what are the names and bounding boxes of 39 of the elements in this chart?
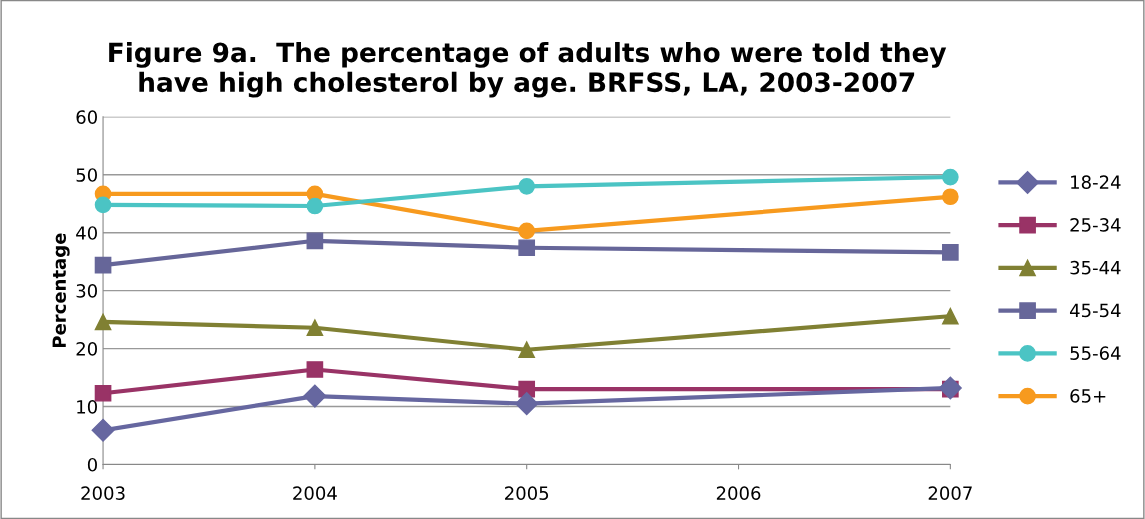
legend-label: 45-54 xyxy=(1069,303,1121,318)
x-tick-label: 2007 xyxy=(928,486,972,501)
y-tick-label: 0 xyxy=(87,457,97,472)
x-tick-label: 2003 xyxy=(81,486,125,501)
y-tick-label: 40 xyxy=(76,226,97,240)
point xyxy=(94,384,112,402)
point xyxy=(306,361,324,378)
y-tick-label: 20 xyxy=(76,342,97,356)
y-axis-title: Percentage xyxy=(52,233,70,348)
point xyxy=(91,418,115,442)
legend-label: 25-34 xyxy=(1070,218,1121,232)
x-tick-label: 2005 xyxy=(505,486,549,501)
point xyxy=(515,392,539,416)
y-tick-label: 60 xyxy=(76,110,97,124)
legend-label: 18-24 xyxy=(1071,175,1121,189)
point xyxy=(94,256,112,274)
point xyxy=(94,313,112,331)
point xyxy=(303,384,327,408)
point xyxy=(942,188,959,206)
point xyxy=(306,319,324,337)
point xyxy=(518,177,536,195)
chart-title: Figure 9a. The percentage of adults who were told they have high cholesterol by age. BRFSS, LA, 2003-2007 xyxy=(109,41,947,98)
point xyxy=(518,341,536,359)
point xyxy=(518,222,536,240)
legend-label: 35-44 xyxy=(1070,260,1121,275)
point xyxy=(94,196,112,214)
legend-label: 65+ xyxy=(1070,389,1106,403)
y-tick-label: 30 xyxy=(76,284,97,298)
point xyxy=(306,232,324,250)
point xyxy=(942,244,959,261)
legend-label: 55-64 xyxy=(1070,346,1121,361)
point xyxy=(942,307,959,325)
x-tick-label: 2006 xyxy=(716,486,761,501)
point xyxy=(518,239,536,257)
x-tick-label: 2004 xyxy=(293,486,337,501)
point xyxy=(942,168,959,186)
y-tick-label: 10 xyxy=(77,400,97,414)
y-tick-label: 50 xyxy=(76,168,97,182)
point xyxy=(306,197,324,215)
